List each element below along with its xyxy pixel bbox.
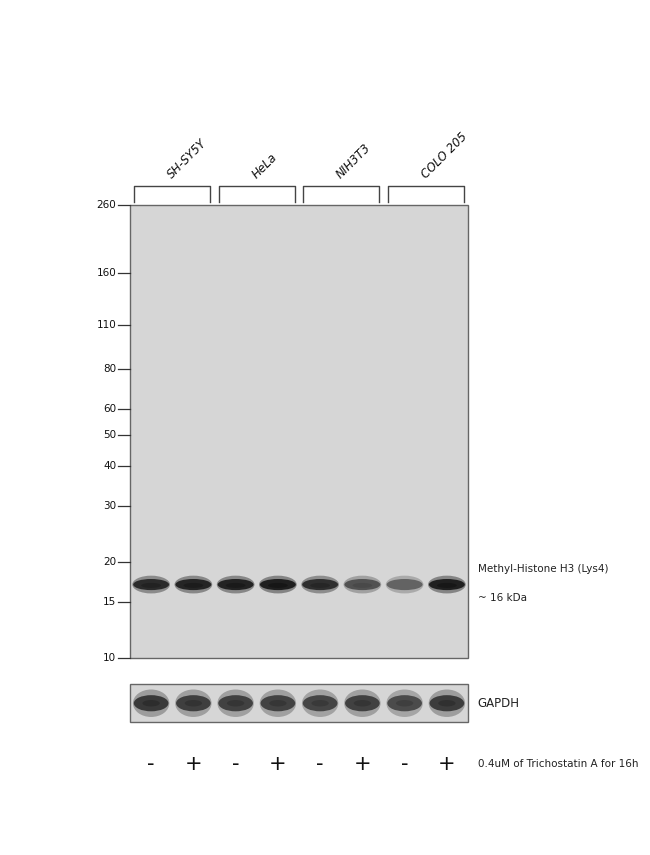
Ellipse shape xyxy=(345,695,380,711)
Text: COLO 205: COLO 205 xyxy=(419,130,469,181)
Ellipse shape xyxy=(260,689,296,717)
Text: +: + xyxy=(269,753,287,774)
Ellipse shape xyxy=(310,583,330,588)
Ellipse shape xyxy=(428,575,466,593)
Text: HeLa: HeLa xyxy=(250,151,280,181)
Ellipse shape xyxy=(141,583,161,588)
Ellipse shape xyxy=(352,583,372,588)
Text: 40: 40 xyxy=(103,461,116,470)
Text: GAPDH: GAPDH xyxy=(478,697,520,710)
Ellipse shape xyxy=(311,700,329,706)
Ellipse shape xyxy=(183,583,203,588)
Ellipse shape xyxy=(133,689,169,717)
Text: 80: 80 xyxy=(103,364,116,374)
Text: NIH3T3: NIH3T3 xyxy=(334,141,374,181)
Ellipse shape xyxy=(343,575,382,593)
Text: 160: 160 xyxy=(97,268,116,278)
Ellipse shape xyxy=(218,689,254,717)
Ellipse shape xyxy=(176,689,211,717)
Ellipse shape xyxy=(176,695,211,711)
Ellipse shape xyxy=(387,695,422,711)
Ellipse shape xyxy=(437,583,457,588)
Text: -: - xyxy=(401,753,408,774)
Ellipse shape xyxy=(430,695,464,711)
Text: 15: 15 xyxy=(103,597,116,607)
Ellipse shape xyxy=(302,579,338,590)
Ellipse shape xyxy=(354,700,371,706)
Text: 50: 50 xyxy=(103,429,116,439)
Ellipse shape xyxy=(134,695,168,711)
Text: +: + xyxy=(438,753,456,774)
Ellipse shape xyxy=(301,575,339,593)
Ellipse shape xyxy=(303,695,337,711)
Ellipse shape xyxy=(438,700,456,706)
Ellipse shape xyxy=(259,575,297,593)
Bar xyxy=(130,205,468,658)
Ellipse shape xyxy=(396,700,413,706)
Text: 260: 260 xyxy=(97,200,116,210)
Ellipse shape xyxy=(387,579,422,590)
Ellipse shape xyxy=(269,700,287,706)
Ellipse shape xyxy=(216,575,255,593)
Text: ~ 16 kDa: ~ 16 kDa xyxy=(478,593,526,603)
Text: SH-SY5Y: SH-SY5Y xyxy=(165,137,209,181)
Ellipse shape xyxy=(227,700,244,706)
Ellipse shape xyxy=(344,689,380,717)
Text: -: - xyxy=(317,753,324,774)
Bar xyxy=(130,684,468,722)
Ellipse shape xyxy=(429,689,465,717)
Text: -: - xyxy=(232,753,239,774)
Text: 30: 30 xyxy=(103,500,116,510)
Text: 60: 60 xyxy=(103,404,116,414)
Ellipse shape xyxy=(429,579,465,590)
Ellipse shape xyxy=(226,583,246,588)
Text: +: + xyxy=(354,753,371,774)
Ellipse shape xyxy=(385,575,424,593)
Ellipse shape xyxy=(133,579,169,590)
Ellipse shape xyxy=(260,579,296,590)
Ellipse shape xyxy=(302,689,338,717)
Text: 20: 20 xyxy=(103,557,116,567)
Ellipse shape xyxy=(142,700,160,706)
Ellipse shape xyxy=(218,579,254,590)
Ellipse shape xyxy=(185,700,202,706)
Ellipse shape xyxy=(174,575,213,593)
Text: 0.4uM of Trichostatin A for 16h: 0.4uM of Trichostatin A for 16h xyxy=(478,758,638,769)
Ellipse shape xyxy=(268,583,288,588)
Ellipse shape xyxy=(344,579,380,590)
Text: Methyl-Histone H3 (Lys4): Methyl-Histone H3 (Lys4) xyxy=(478,564,608,575)
Ellipse shape xyxy=(132,575,170,593)
Text: 110: 110 xyxy=(97,320,116,330)
Ellipse shape xyxy=(218,695,253,711)
Text: +: + xyxy=(185,753,202,774)
Ellipse shape xyxy=(261,695,295,711)
Text: 10: 10 xyxy=(103,653,116,663)
Ellipse shape xyxy=(387,689,422,717)
Text: -: - xyxy=(148,753,155,774)
Ellipse shape xyxy=(176,579,211,590)
